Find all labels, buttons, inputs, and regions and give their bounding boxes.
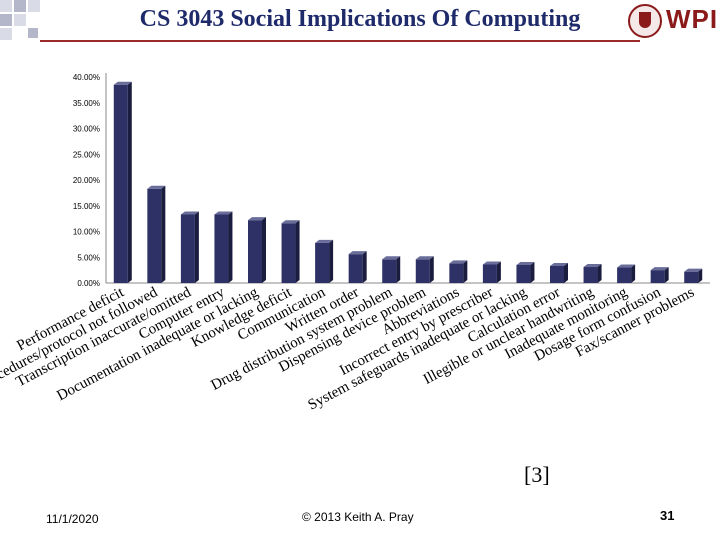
y-tick-label: 35.00% bbox=[73, 99, 100, 108]
bar-top-face bbox=[348, 251, 367, 255]
bar-side-face bbox=[564, 263, 568, 283]
bar bbox=[281, 223, 296, 283]
slide-title: CS 3043 Social Implications Of Computing bbox=[139, 6, 581, 32]
bar-top-face bbox=[315, 239, 334, 243]
bar-top-face bbox=[382, 256, 401, 260]
logo-text: WPI bbox=[666, 4, 719, 34]
bar-top-face bbox=[482, 261, 501, 265]
bar-top-face bbox=[180, 211, 199, 215]
wpi-logo: WPI bbox=[628, 4, 719, 38]
bar-top-face bbox=[684, 268, 703, 272]
bar-top-face bbox=[449, 260, 468, 264]
bar-side-face bbox=[228, 211, 233, 283]
bar-side-face bbox=[262, 217, 266, 283]
bar bbox=[382, 259, 397, 283]
seal-icon bbox=[628, 4, 662, 38]
bar-side-face bbox=[161, 185, 166, 283]
bar bbox=[248, 220, 262, 283]
bar-side-face bbox=[530, 261, 535, 283]
bar bbox=[449, 263, 464, 283]
y-tick-label: 10.00% bbox=[73, 228, 100, 237]
bar-top-face bbox=[516, 261, 535, 265]
bar bbox=[180, 214, 195, 283]
bar-side-face bbox=[429, 256, 434, 283]
bar bbox=[315, 242, 330, 283]
y-tick-label: 20.00% bbox=[73, 176, 100, 185]
y-tick-label: 0.00% bbox=[77, 279, 100, 288]
bar bbox=[482, 264, 497, 283]
bar bbox=[684, 271, 699, 283]
bar-top-face bbox=[617, 264, 636, 268]
bar bbox=[650, 270, 665, 283]
bar-top-face bbox=[583, 264, 602, 268]
bar bbox=[214, 214, 229, 283]
bar bbox=[415, 259, 430, 283]
y-tick-label: 40.00% bbox=[73, 73, 100, 82]
bar-top-face bbox=[650, 267, 669, 271]
footer-copyright: © 2013 Keith A. Pray bbox=[302, 510, 414, 524]
y-tick-label: 5.00% bbox=[77, 253, 100, 262]
bar-side-face bbox=[631, 264, 636, 283]
bar-side-face bbox=[295, 220, 300, 283]
bar-top-face bbox=[214, 211, 233, 215]
bar-side-face bbox=[463, 260, 468, 283]
bar-side-face bbox=[496, 261, 501, 283]
y-tick-label: 30.00% bbox=[73, 125, 100, 134]
bar bbox=[583, 267, 598, 283]
bar-side-face bbox=[698, 268, 703, 283]
bar-top-face bbox=[550, 263, 568, 267]
bar bbox=[516, 264, 531, 283]
title-rule bbox=[40, 40, 640, 42]
bar-top-face bbox=[248, 217, 266, 221]
bar-chart: 0.00% 5.00% 10.00% 15.00% 20.00% 25.00% 30.00%… bbox=[0, 73, 710, 414]
slide-number: 31 bbox=[660, 508, 675, 523]
bar-top-face bbox=[281, 220, 300, 224]
bar-side-face bbox=[127, 81, 132, 283]
bar bbox=[617, 267, 632, 283]
bar-top-face bbox=[147, 185, 166, 189]
footer-date: 11/1/2020 bbox=[46, 512, 99, 526]
y-tick-label: 25.00% bbox=[73, 150, 100, 159]
bar bbox=[147, 188, 162, 283]
bar-side-face bbox=[329, 239, 334, 283]
y-tick-label: 15.00% bbox=[73, 202, 100, 211]
bar-top-face bbox=[415, 256, 434, 260]
bar-side-face bbox=[194, 211, 199, 283]
bar bbox=[348, 254, 363, 283]
bar bbox=[550, 266, 564, 283]
bar-top-face bbox=[113, 81, 132, 85]
bar-side-face bbox=[362, 251, 367, 283]
bar bbox=[113, 84, 128, 283]
bar-side-face bbox=[597, 264, 602, 283]
bar-side-face bbox=[664, 267, 669, 283]
bar-side-face bbox=[396, 256, 401, 283]
citation: [3] bbox=[524, 462, 550, 487]
